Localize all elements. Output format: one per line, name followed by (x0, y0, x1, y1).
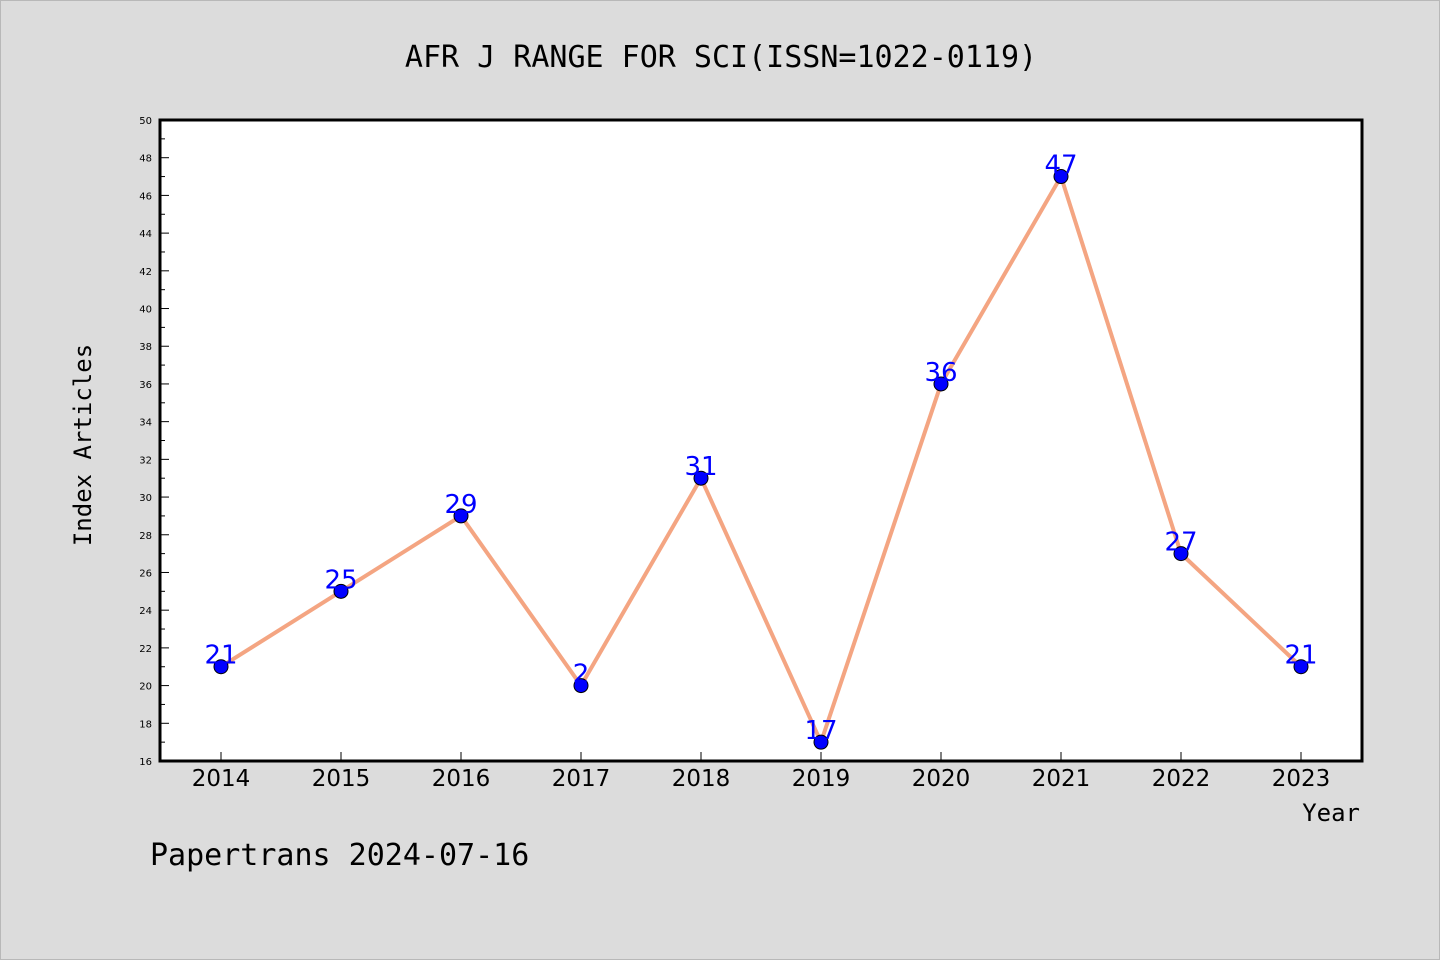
y-tick-label: 48 (139, 154, 152, 165)
x-axis: 2014 2015 2016 2017 2018 2019 2020 2021 2022 2023 (192, 752, 1331, 792)
y-axis: 16 18 20 22 24 26 28 30 32 34 36 38 40 42 44 46 48 50 (139, 116, 169, 768)
x-axis-label: Year (1302, 799, 1360, 827)
x-tick-label: 2022 (1152, 766, 1211, 792)
series-line (219, 174, 1303, 745)
data-label: 17 (804, 716, 837, 746)
data-point (453, 508, 469, 524)
data-series (213, 169, 1309, 750)
x-tick-label: 2021 (1032, 766, 1091, 792)
data-label: 2 (573, 660, 590, 690)
data-label: 29 (444, 490, 477, 520)
data-label: 25 (324, 565, 357, 595)
data-point (693, 470, 709, 486)
y-tick-label: 46 (139, 191, 152, 202)
y-tick-label: 26 (139, 568, 152, 579)
data-point (1173, 546, 1189, 562)
y-tick-label: 18 (139, 719, 152, 730)
y-tick-label: 22 (139, 644, 152, 655)
x-tick-label: 2017 (552, 766, 611, 792)
y-tick-label: 28 (139, 531, 152, 542)
y-tick-label: 44 (139, 229, 152, 240)
data-point (813, 734, 829, 750)
y-tick-label: 32 (139, 455, 152, 466)
x-tick-label: 2019 (792, 766, 851, 792)
x-tick-label: 2020 (912, 766, 971, 792)
x-tick-label: 2014 (192, 766, 251, 792)
y-tick-label: 50 (139, 116, 152, 127)
y-tick-label: 24 (139, 606, 152, 617)
plot-area (158, 118, 1364, 763)
data-point (333, 583, 349, 599)
data-label: 47 (1044, 151, 1077, 181)
y-tick-label: 36 (139, 380, 152, 391)
data-point (933, 376, 949, 392)
data-point (213, 659, 229, 675)
footer-credit: Papertrans 2024-07-16 (150, 838, 529, 873)
y-tick-label: 16 (139, 757, 152, 768)
y-tick-label: 38 (139, 342, 152, 353)
y-tick-label: 40 (139, 305, 152, 316)
data-labels: 21 25 29 2 31 17 36 47 27 21 (204, 151, 1317, 747)
data-label: 27 (1164, 528, 1197, 558)
data-label: 31 (684, 452, 717, 482)
data-point (573, 678, 589, 694)
x-tick-label: 2016 (432, 766, 491, 792)
y-tick-label: 20 (139, 682, 152, 693)
x-tick-label: 2023 (1272, 766, 1331, 792)
y-axis-label: Index Articles (69, 344, 97, 546)
x-tick-label: 2015 (312, 766, 371, 792)
data-label: 21 (204, 641, 237, 671)
data-label: 21 (1284, 641, 1317, 671)
chart-title: AFR J RANGE FOR SCI(ISSN=1022-0119) (405, 40, 1037, 75)
y-tick-label: 30 (139, 493, 152, 504)
y-tick-label: 42 (139, 267, 152, 278)
data-point (1053, 169, 1069, 185)
y-tick-label: 34 (139, 418, 152, 429)
data-label: 36 (924, 358, 957, 388)
x-tick-label: 2018 (672, 766, 731, 792)
data-point (1293, 659, 1309, 675)
